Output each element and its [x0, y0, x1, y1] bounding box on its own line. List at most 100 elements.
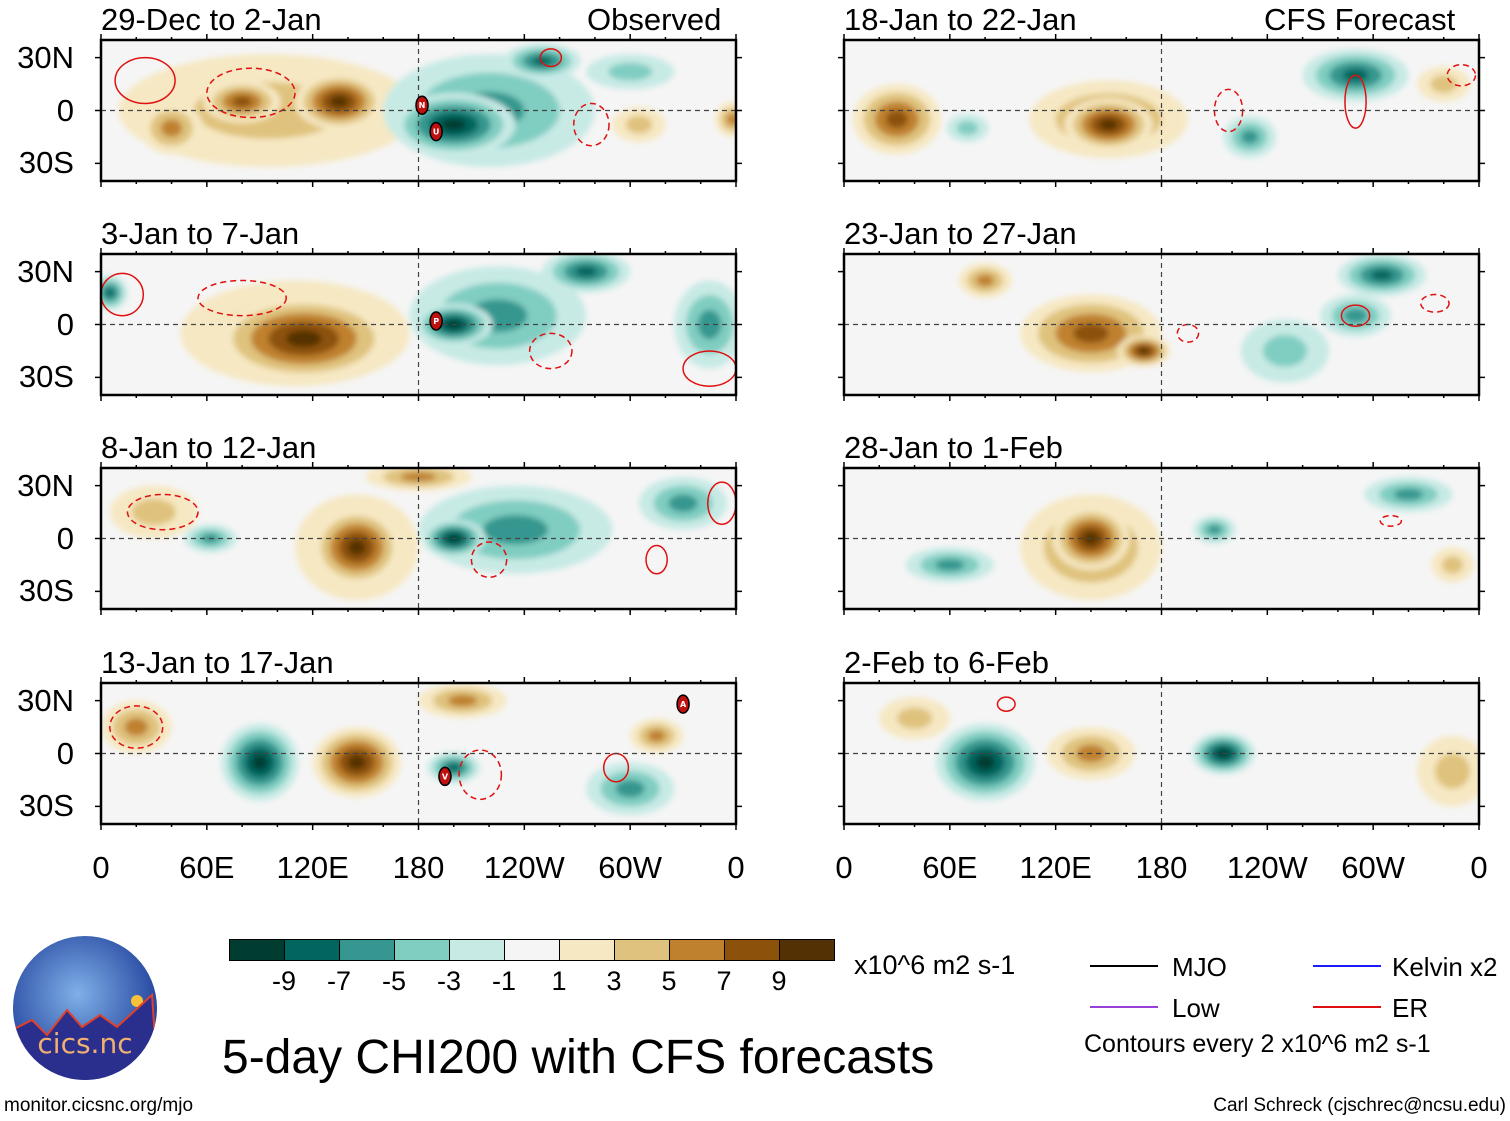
storm-name: A	[680, 700, 687, 709]
anomaly-contour	[608, 62, 653, 81]
figure-title: 5-day CHI200 with CFS forecasts	[222, 1031, 935, 1084]
colorbar-tick-label: -7	[326, 966, 352, 996]
lon-tick-label: 60E	[179, 850, 235, 885]
lat-tick-label: 0	[56, 520, 74, 556]
anomaly-contour	[726, 113, 736, 126]
panel-title: 2-Feb to 6-Feb	[844, 645, 1050, 680]
anomaly-contour	[347, 539, 366, 556]
lon-tick-label: 60W	[598, 850, 663, 885]
map-panel: VA	[95, 677, 742, 830]
storm-name: U	[433, 128, 440, 137]
anomaly-contour	[975, 754, 995, 771]
lat-tick-label: 0	[56, 92, 74, 128]
anomaly-contour	[124, 718, 149, 736]
lon-tick-label: 0	[1470, 850, 1488, 885]
colorbar-swatch	[339, 939, 395, 961]
lat-tick-label: 30N	[17, 39, 74, 75]
er-contour	[707, 481, 736, 526]
anomaly-contour	[1138, 347, 1150, 355]
er-contour	[572, 102, 610, 147]
colorbar-tick-label: -5	[381, 966, 407, 996]
anomaly-contour	[232, 96, 252, 107]
colorbar-swatch	[504, 939, 560, 961]
anomaly-contour	[615, 779, 645, 798]
lat-tick-label: 30N	[17, 253, 74, 289]
colorbar-units: x10^6 m2 s-1	[854, 950, 1016, 980]
anomaly-contour	[1240, 129, 1259, 144]
er-contour	[1446, 63, 1477, 87]
legend-er-line	[1313, 1006, 1381, 1008]
tropical-cyclone-icon[interactable]: P	[429, 311, 443, 331]
colorbar-tick-label: 7	[716, 966, 732, 996]
source-url[interactable]: monitor.cicsnc.org/mjo	[4, 1095, 194, 1116]
colorbar-swatch	[779, 939, 835, 961]
er-contour	[645, 544, 668, 575]
anomaly-contour	[160, 119, 183, 137]
anomaly-contour	[956, 121, 979, 136]
map-panel: P	[95, 248, 742, 401]
panel-title: 28-Jan to 1-Feb	[844, 430, 1063, 465]
colorbar-tick-label: 5	[661, 966, 677, 996]
legend-kelvin-line	[1313, 965, 1381, 967]
anomaly-contour	[1430, 75, 1457, 93]
er-contour	[682, 350, 736, 387]
lat-tick-label: 0	[56, 306, 74, 342]
tropical-cyclone-icon[interactable]: V	[438, 766, 452, 787]
anomaly-contour	[1370, 269, 1394, 281]
map-panel	[838, 677, 1485, 830]
er-contour	[458, 749, 503, 801]
author-credit: Carl Schreck (cjschrec@ncsu.edu)	[1213, 1095, 1506, 1116]
anomaly-contour	[1262, 335, 1308, 367]
anomaly-contour	[105, 288, 115, 298]
colorbar-tick-label: -3	[436, 966, 462, 996]
lon-tick-label: 60W	[1341, 850, 1406, 885]
er-contour	[206, 67, 296, 119]
anomaly-contour	[697, 309, 722, 340]
er-contour	[109, 705, 164, 749]
legend-low-label: Low	[1172, 993, 1220, 1023]
lat-tick-label: 30S	[18, 359, 74, 395]
anomaly-contour	[286, 330, 322, 348]
lat-tick-label: 30S	[18, 573, 74, 609]
panel-title: 23-Jan to 27-Jan	[844, 216, 1077, 251]
tropical-cyclone-icon[interactable]: N	[415, 95, 429, 115]
colorbar-tick-label: 1	[551, 966, 567, 996]
panel-title: 3-Jan to 7-Jan	[101, 216, 300, 251]
lon-tick-label: 180	[392, 850, 445, 885]
tropical-cyclone-icon[interactable]: A	[676, 694, 690, 714]
legend-kelvin-label: Kelvin x2	[1392, 952, 1498, 982]
map-panel	[838, 462, 1485, 615]
anomaly-contour	[885, 110, 908, 129]
lat-tick-label: 30S	[18, 788, 74, 824]
anomaly-contour	[1073, 323, 1109, 344]
tropical-cyclone-icon[interactable]: U	[429, 121, 443, 142]
anomaly-contour	[1441, 556, 1464, 574]
lon-tick-label: 0	[727, 850, 745, 885]
observed-label: Observed	[587, 2, 722, 37]
storm-name: P	[433, 317, 439, 326]
anomaly-contour	[935, 559, 965, 571]
map-panel: NU	[95, 34, 742, 187]
lon-tick-label: 120W	[1226, 850, 1308, 885]
storm-name: V	[442, 772, 449, 781]
cicsnc-logo: cics.nc	[13, 936, 157, 1080]
anomaly-contour	[251, 754, 268, 771]
anomaly-contour	[1434, 753, 1471, 789]
lon-tick-label: 0	[92, 850, 110, 885]
anomaly-contour	[447, 763, 461, 772]
panel-title: 8-Jan to 12-Jan	[101, 430, 317, 465]
colorbar-swatch	[559, 939, 615, 961]
colorbar-swatch	[284, 939, 340, 961]
lat-tick-label: 0	[56, 735, 74, 771]
er-contour	[1420, 293, 1450, 313]
lon-tick-label: 120E	[276, 850, 349, 885]
panel-title: 29-Dec to 2-Jan	[101, 2, 322, 37]
anomaly-contour	[347, 755, 366, 770]
anomaly-contour	[447, 694, 478, 707]
panel-title: 18-Jan to 22-Jan	[844, 2, 1077, 37]
lat-tick-label: 30N	[17, 467, 74, 503]
colorbar-swatch	[394, 939, 450, 961]
er-contour	[1340, 304, 1371, 328]
colorbar-swatch	[614, 939, 670, 961]
er-contour	[539, 48, 563, 68]
